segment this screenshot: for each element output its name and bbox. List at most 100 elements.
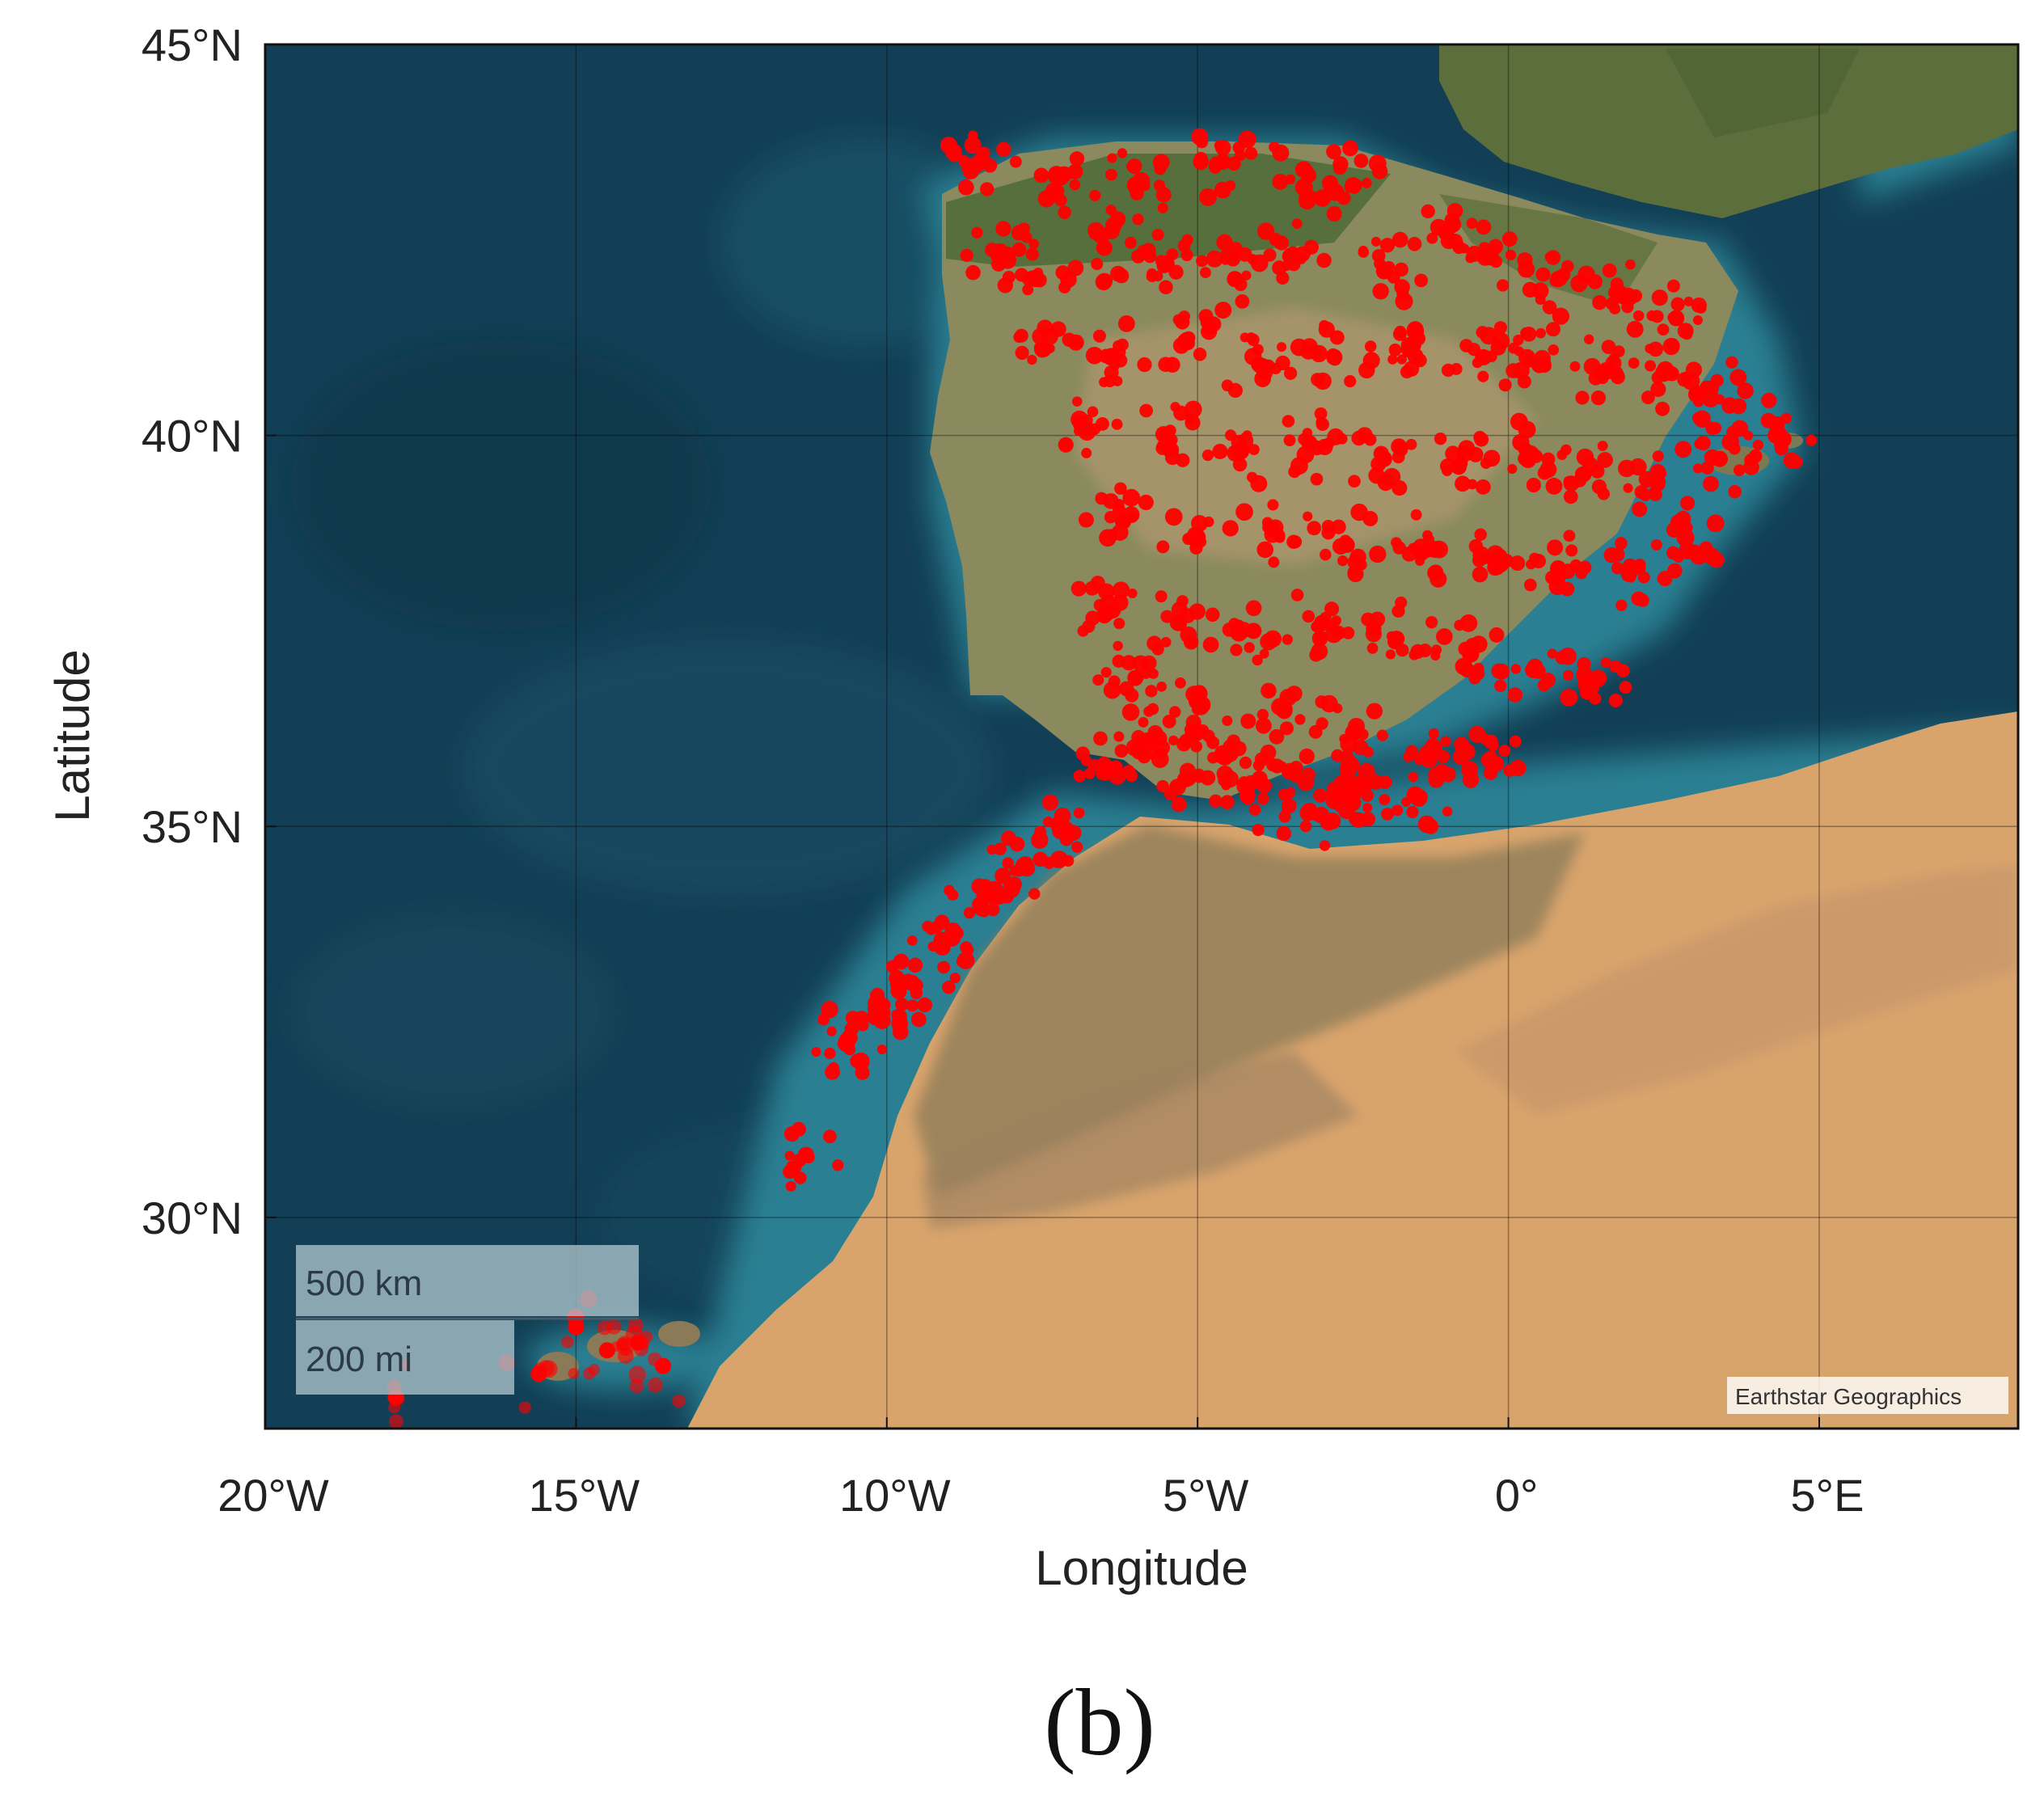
x-tick-label-3: 5°W <box>1163 1470 1249 1521</box>
data-point-halo-39-13 <box>1774 441 1788 456</box>
data-point-halo-69-0 <box>1256 792 1269 805</box>
data-point-halo-47-12 <box>1615 537 1628 550</box>
data-point-halo-34-13 <box>1434 432 1447 445</box>
y-tick-label-1: 35°N <box>141 801 243 852</box>
x-tick-label-0: 20°W <box>217 1470 329 1521</box>
data-point-halo-33-7 <box>1368 467 1385 484</box>
data-point-halo-3-13 <box>1193 151 1208 166</box>
data-point-halo-46-11 <box>1529 552 1540 564</box>
graticule <box>265 44 2018 1429</box>
data-point-halo-9-0 <box>1067 260 1084 276</box>
data-point-halo-37-7 <box>1618 459 1636 478</box>
data-point-halo-63-13 <box>1168 735 1179 746</box>
data-point-halo-52-14 <box>1327 620 1338 631</box>
data-point-halo-3-1 <box>1244 146 1258 160</box>
data-point-halo-40-15 <box>1103 493 1119 509</box>
data-point-halo-49-14 <box>1127 588 1138 599</box>
data-point-halo-52-13 <box>1311 630 1328 647</box>
data-point-halo-23-1 <box>1364 340 1377 352</box>
scale-bar-km-label: 500 km <box>306 1264 422 1303</box>
data-point-halo-11-7 <box>1214 302 1232 319</box>
data-point-halo-81-1 <box>560 1336 574 1348</box>
data-point-halo-16-2 <box>1625 259 1636 270</box>
x-tick-label-5: 5°E <box>1791 1470 1865 1521</box>
data-point-halo-50-13 <box>1160 610 1174 623</box>
data-point-halo-31-15 <box>1234 441 1250 457</box>
data-point-halo-37-10 <box>1623 483 1633 493</box>
data-point-halo-68-10 <box>1179 733 1193 748</box>
data-point-halo-40-3 <box>1138 494 1154 511</box>
data-point-halo-11-15 <box>1219 253 1231 265</box>
x-axis-label: Longitude <box>1035 1541 1248 1595</box>
data-point-halo-39-7 <box>1767 416 1783 432</box>
data-point-halo-82-4 <box>628 1365 646 1383</box>
data-point-halo-7-13 <box>1028 238 1039 249</box>
data-point-halo-35-5 <box>1541 452 1556 466</box>
data-point-halo-14-2 <box>1505 249 1517 261</box>
data-point-halo-68-9 <box>1190 741 1202 753</box>
data-point-halo-16-6 <box>1626 320 1644 338</box>
data-point-halo-35-12 <box>1507 464 1518 475</box>
data-point-halo-59-2 <box>1240 713 1256 729</box>
data-point-halo-52-9 <box>1311 643 1328 661</box>
data-point-halo-52-1 <box>1324 601 1340 617</box>
data-point-halo-48-12 <box>1708 551 1725 568</box>
data-point-halo-23-14 <box>1413 353 1427 368</box>
data-point-halo-48-10 <box>1670 513 1688 531</box>
data-point-halo-8-10 <box>1014 268 1028 282</box>
data-point-halo-63-7 <box>1143 706 1155 717</box>
data-point-halo-84-1 <box>633 1341 649 1357</box>
data-point-halo-18-11 <box>1014 328 1028 343</box>
data-point-halo-45-13 <box>1472 566 1489 583</box>
data-point-halo-45-9 <box>1472 553 1486 568</box>
data-point-halo-17-5 <box>1657 323 1670 336</box>
data-point-halo-52-0 <box>1302 610 1316 623</box>
data-point-halo-30-13 <box>1139 403 1154 418</box>
data-point-halo-28-10 <box>1729 369 1747 386</box>
data-point-halo-49-11 <box>1084 580 1100 596</box>
data-point-halo-12-1 <box>1316 252 1332 268</box>
data-point-halo-15-8 <box>1544 251 1555 262</box>
data-point-halo-51-5 <box>1252 654 1263 666</box>
data-point-halo-16-15 <box>1621 301 1634 314</box>
data-point-halo-46-14 <box>1575 567 1588 580</box>
data-point-halo-16-13 <box>1602 263 1617 278</box>
data-point-halo-28-12 <box>1714 394 1725 405</box>
y-axis-ticks: 30°N 35°N 40°N 45°N <box>141 19 277 1243</box>
data-point-halo-23-13 <box>1394 325 1407 339</box>
data-point-halo-47-1 <box>1611 562 1624 575</box>
data-point-halo-79-3 <box>867 1003 879 1015</box>
data-point-halo-71-12 <box>1337 780 1352 796</box>
data-point-halo-67-3 <box>1392 804 1404 817</box>
data-point-halo-30-7 <box>1164 450 1180 466</box>
data-point-halo-70-6 <box>1276 825 1292 842</box>
data-point-halo-36-15 <box>1563 475 1580 492</box>
data-point-halo-5-14 <box>1326 205 1342 222</box>
data-point-halo-34-8 <box>1474 432 1489 447</box>
data-point-halo-77-14 <box>885 960 899 973</box>
data-point-halo-3-8 <box>1191 128 1209 146</box>
data-point-halo-51-12 <box>1233 621 1244 631</box>
data-point-halo-62-13 <box>1483 766 1497 780</box>
data-point-halo-75-15 <box>1002 880 1020 898</box>
data-point-halo-71-9 <box>1358 762 1375 781</box>
data-point-halo-84-5 <box>629 1378 644 1394</box>
data-point-halo-13-3 <box>1392 231 1408 248</box>
data-point-halo-69-5 <box>1248 804 1261 816</box>
data-point-halo-37-6 <box>1652 450 1664 462</box>
data-point-halo-20-15 <box>1172 337 1190 354</box>
data-point-halo-79-15 <box>828 1061 839 1074</box>
data-point-halo-57-8 <box>1125 688 1139 703</box>
data-point-halo-44-10 <box>1414 555 1425 566</box>
data-point-halo-24-10 <box>1493 321 1508 335</box>
data-point-halo-5-15 <box>1342 140 1358 157</box>
data-point-halo-9-6 <box>1095 273 1113 291</box>
data-point-halo-43-15 <box>1347 554 1364 571</box>
data-point-halo-65-15 <box>1282 763 1294 775</box>
data-point-halo-56-10 <box>1577 656 1591 672</box>
data-point-halo-71-15 <box>1337 792 1350 806</box>
data-point-halo-50-9 <box>1180 626 1197 644</box>
data-point-halo-12-14 <box>1296 254 1307 264</box>
data-point-halo-79-5 <box>811 1047 821 1057</box>
data-point-halo-17-12 <box>1692 314 1703 325</box>
